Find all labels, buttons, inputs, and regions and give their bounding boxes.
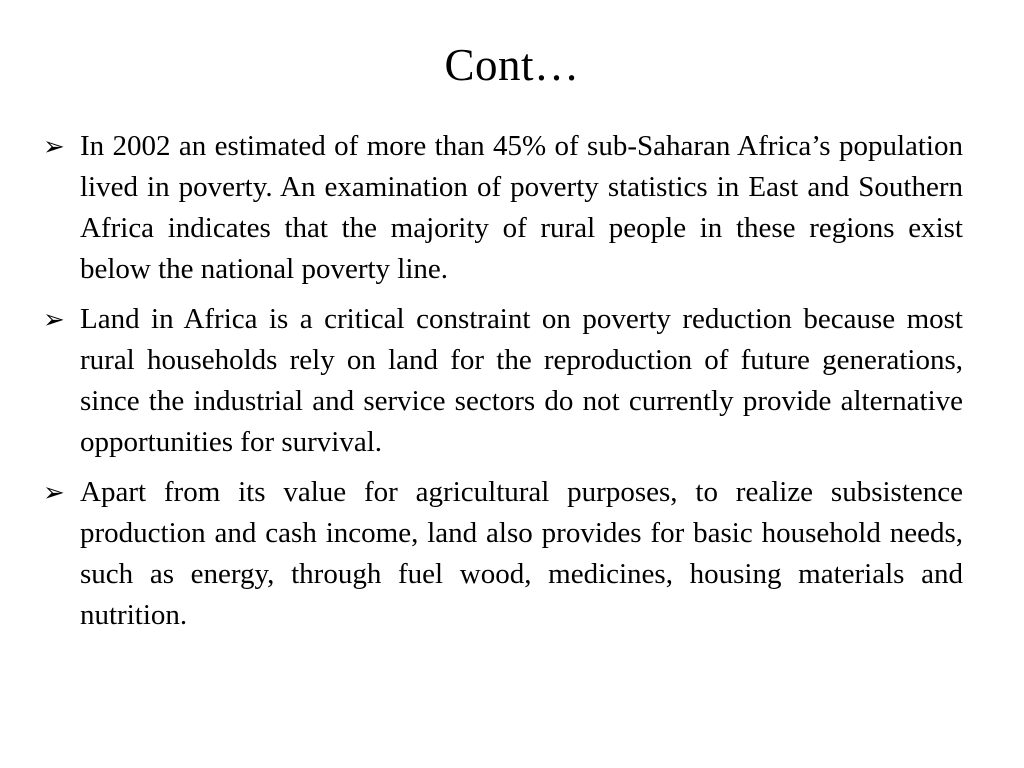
bullet-item-3: ➢ Apart from its value for agricultural … bbox=[43, 472, 963, 636]
bullet-text-2: Land in Africa is a critical constraint … bbox=[80, 303, 963, 458]
bullet-text-1: In 2002 an estimated of more than 45% of… bbox=[80, 130, 963, 285]
bullet-text-3: Apart from its value for agricultural pu… bbox=[80, 476, 963, 631]
bullet-list: ➢ In 2002 an estimated of more than 45% … bbox=[43, 126, 963, 645]
arrow-bullet-icon: ➢ bbox=[43, 478, 65, 508]
arrow-bullet-icon: ➢ bbox=[43, 305, 65, 335]
bullet-item-1: ➢ In 2002 an estimated of more than 45% … bbox=[43, 126, 963, 290]
bullet-item-2: ➢ Land in Africa is a critical constrain… bbox=[43, 299, 963, 463]
slide-title: Cont… bbox=[444, 40, 580, 90]
arrow-bullet-icon: ➢ bbox=[43, 132, 65, 162]
